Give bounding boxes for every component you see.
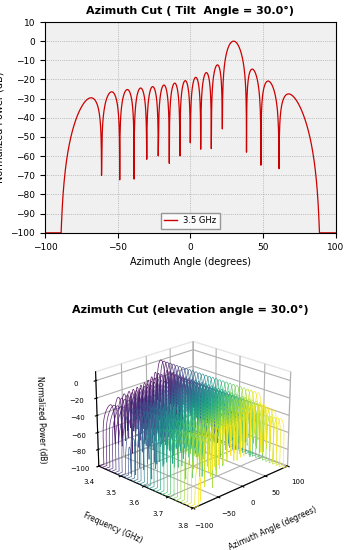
X-axis label: Azimuth Angle (degrees): Azimuth Angle (degrees)	[228, 505, 318, 550]
X-axis label: Azimuth Angle (degrees): Azimuth Angle (degrees)	[130, 257, 251, 267]
Title: Azimuth Cut (elevation angle = 30.0°): Azimuth Cut (elevation angle = 30.0°)	[72, 305, 309, 315]
Y-axis label: Frequency (GHz): Frequency (GHz)	[82, 512, 144, 546]
Y-axis label: Normalized Power (dB): Normalized Power (dB)	[0, 72, 5, 183]
Title: Azimuth Cut ( Tilt  Angle = 30.0°): Azimuth Cut ( Tilt Angle = 30.0°)	[86, 6, 294, 15]
Legend: 3.5 GHz: 3.5 GHz	[161, 213, 220, 229]
